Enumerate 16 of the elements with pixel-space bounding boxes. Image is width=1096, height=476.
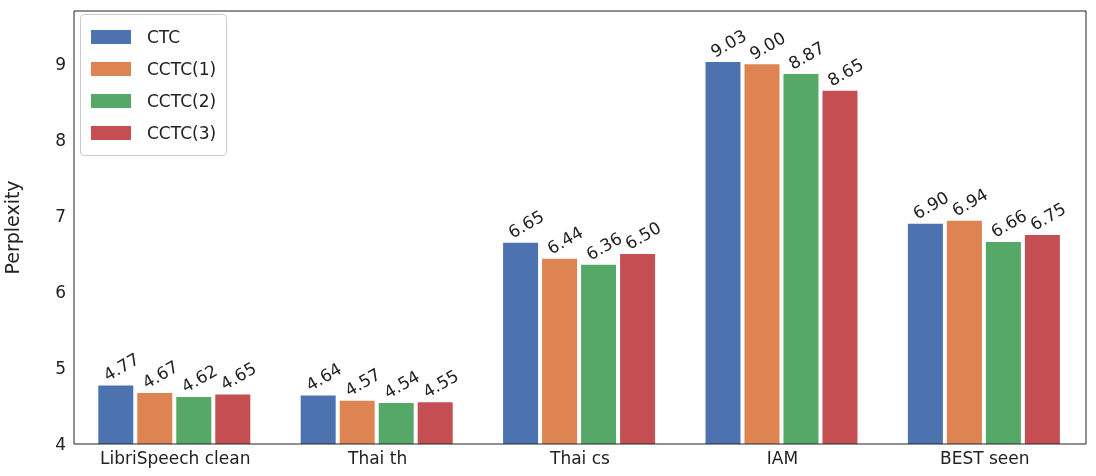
x-tick-label: Thai cs — [549, 448, 611, 469]
legend-label: CCTC(3) — [147, 123, 217, 143]
y-tick-label: 7 — [55, 206, 66, 227]
y-tick-label: 6 — [55, 282, 66, 303]
y-tick-label: 5 — [55, 358, 66, 379]
x-tick-label: IAM — [766, 448, 799, 469]
x-tick-label: Thai th — [347, 448, 408, 469]
x-tick-label: LibriSpeech clean — [99, 448, 251, 469]
y-tick-label: 8 — [55, 130, 66, 151]
y-tick-label: 9 — [55, 54, 66, 75]
x-tick-label: BEST seen — [940, 448, 1030, 469]
y-tick-label: 4 — [55, 434, 66, 455]
legend-label: CCTC(2) — [147, 91, 217, 111]
legend-label: CTC — [147, 27, 181, 47]
legend-label: CCTC(1) — [147, 59, 217, 79]
y-axis-title: Perplexity — [0, 180, 23, 275]
